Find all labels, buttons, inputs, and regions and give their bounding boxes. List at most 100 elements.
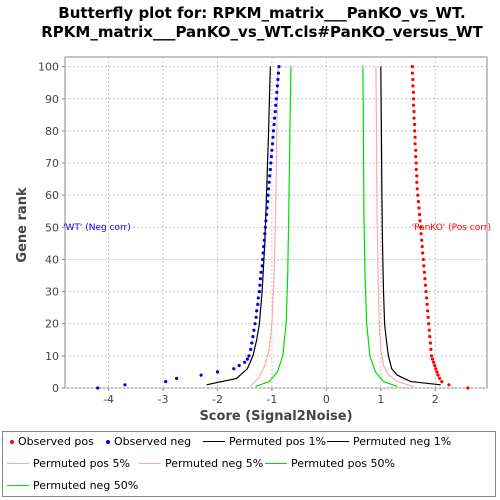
permuted-lines: [206, 66, 441, 387]
point-observed-neg: [269, 155, 273, 159]
point-observed-pos: [413, 135, 417, 139]
point-observed-pos: [411, 103, 416, 107]
point-observed-pos: [447, 383, 451, 387]
point-observed-pos: [413, 122, 417, 127]
point-observed-neg: [275, 90, 279, 94]
x-tick-label: 1: [377, 393, 384, 406]
y-tick-label: 30: [45, 286, 59, 299]
point-observed-pos: [417, 206, 421, 210]
legend-item: Observed pos: [7, 435, 94, 448]
point-observed-pos: [412, 110, 416, 114]
point-observed-pos: [436, 373, 440, 377]
point-observed-neg: [247, 354, 251, 358]
point-observed-neg: [256, 296, 260, 300]
point-observed-neg: [264, 219, 268, 223]
y-axis-title: Gene rank: [15, 187, 30, 263]
point-observed-pos: [420, 245, 424, 249]
legend-line-marker: [327, 441, 349, 442]
point-observed-neg: [164, 380, 168, 384]
point-observed-neg: [268, 167, 272, 172]
point-observed-pos: [435, 370, 439, 374]
point-observed-pos: [413, 129, 417, 133]
legend-item: Permuted neg 50%: [7, 479, 138, 492]
point-observed-pos: [426, 315, 430, 319]
point-observed-neg: [274, 103, 278, 107]
point-observed-pos: [414, 161, 418, 165]
point-observed-pos: [422, 270, 426, 274]
legend-label: Observed neg: [114, 435, 192, 448]
legend-line-marker: [7, 463, 29, 464]
chart-title-line1: Butterfly plot for: RPKM_matrix___PanKO_…: [58, 4, 465, 22]
point-observed-pos: [411, 97, 416, 101]
point-observed-neg: [256, 302, 260, 306]
point-observed-pos: [414, 155, 418, 159]
legend-line-marker: [7, 485, 29, 486]
point-observed-pos: [415, 180, 419, 184]
legend-label: Observed pos: [18, 435, 94, 448]
point-observed-pos: [466, 386, 470, 390]
point-observed-neg: [272, 122, 276, 127]
point-observed-pos: [410, 71, 414, 75]
point-observed-pos: [419, 232, 423, 236]
point-observed-pos: [415, 174, 419, 178]
x-tick-label: -2: [212, 393, 223, 406]
point-observed-neg: [249, 347, 253, 351]
point-observed-neg: [263, 232, 267, 236]
point-observed-neg: [262, 245, 266, 249]
legend-item: Permuted pos 1%: [203, 435, 326, 448]
point-observed-neg: [271, 129, 276, 133]
legend: Observed pos Observed neg Permuted pos 1% P…: [2, 431, 496, 497]
point-observed-neg: [259, 270, 263, 274]
point-observed-pos: [419, 225, 423, 229]
point-observed-neg: [175, 376, 179, 380]
point-observed-pos: [411, 77, 415, 82]
point-observed-neg: [257, 290, 261, 294]
point-observed-pos: [433, 363, 437, 368]
observed-points: [96, 65, 470, 390]
butterfly-plot: Butterfly plot for: RPKM_matrix___PanKO_…: [15, 4, 491, 424]
point-observed-pos: [423, 283, 428, 287]
legend-dot-marker: [106, 439, 110, 444]
point-observed-pos: [434, 367, 438, 371]
series-line-permuted-neg-5pct: [249, 66, 279, 387]
point-observed-neg: [267, 180, 271, 184]
point-observed-neg: [255, 309, 259, 313]
point-observed-neg: [215, 370, 220, 374]
legend-label: Permuted pos 1%: [229, 435, 326, 448]
point-observed-neg: [274, 97, 278, 101]
legend-item: Observed neg: [103, 435, 191, 448]
chart-title-line2: RPKM_matrix___PanKO_vs_WT.cls#PanKO_vers…: [41, 23, 483, 41]
y-tick-label: 50: [45, 221, 59, 234]
legend-item: Permuted pos 5%: [7, 457, 130, 470]
legend-label: Permuted pos 5%: [33, 457, 130, 470]
y-tick-label: 100: [38, 61, 59, 74]
point-observed-neg: [258, 277, 263, 281]
point-observed-pos: [411, 90, 416, 94]
point-observed-neg: [270, 142, 275, 146]
point-observed-pos: [428, 335, 432, 339]
point-observed-pos: [429, 354, 434, 358]
point-observed-neg: [269, 161, 273, 165]
point-observed-neg: [262, 238, 266, 242]
x-tick-label: -1: [266, 393, 277, 406]
point-observed-pos: [422, 264, 426, 268]
x-tick-label: 2: [432, 393, 439, 406]
legend-item: Permuted neg 1%: [327, 435, 451, 448]
x-tick-label: -3: [158, 393, 169, 406]
x-axis-title: Score (Signal2Noise): [199, 409, 352, 424]
point-observed-neg: [265, 206, 269, 210]
y-tick-label: 20: [45, 318, 59, 331]
point-observed-pos: [416, 193, 420, 197]
legend-label: Permuted pos 50%: [291, 457, 395, 470]
y-tick-label: 60: [45, 189, 59, 202]
neg-corr-annotation: 'WT' (Neg corr): [63, 223, 131, 233]
point-observed-pos: [429, 347, 433, 351]
point-observed-neg: [276, 77, 280, 82]
point-observed-pos: [420, 238, 424, 242]
point-observed-pos: [428, 341, 432, 345]
series-line-permuted-neg-50pct: [255, 66, 292, 387]
point-observed-pos: [421, 257, 425, 262]
point-observed-neg: [264, 212, 269, 217]
series-line-permuted-pos-5pct: [375, 66, 414, 387]
point-observed-neg: [96, 386, 100, 390]
